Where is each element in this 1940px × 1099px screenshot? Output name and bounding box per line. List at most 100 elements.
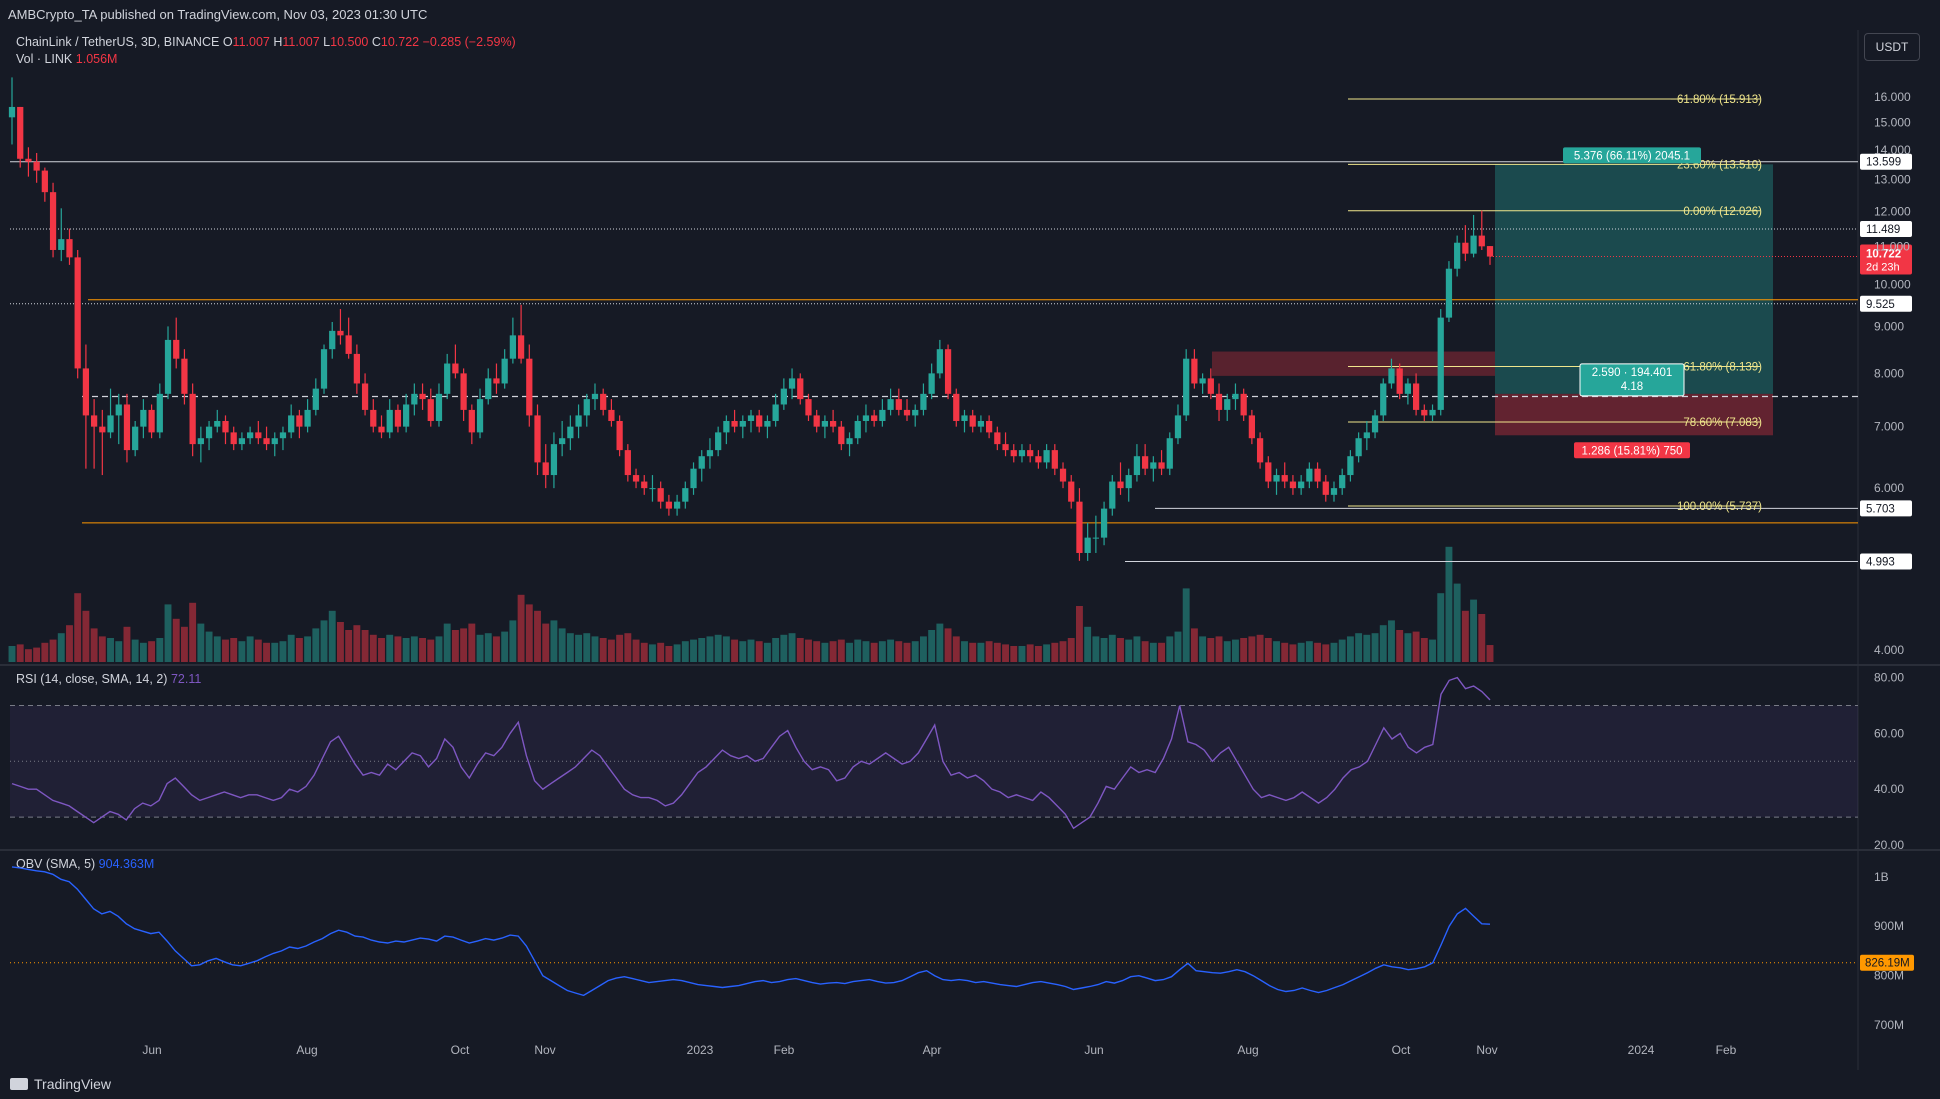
rsi-legend[interactable]: RSI (14, close, SMA, 14, 2) 72.11: [16, 672, 201, 686]
candle-body: [1429, 409, 1436, 416]
volume-bar: [1166, 636, 1174, 662]
volume-bar: [1379, 625, 1387, 662]
symbol-title[interactable]: ChainLink / TetherUS, 3D, BINANCE: [16, 35, 220, 49]
price-legend: ChainLink / TetherUS, 3D, BINANCE O11.00…: [16, 34, 516, 68]
candle-body: [821, 420, 829, 427]
close-value: 10.722: [380, 35, 420, 49]
volume-bar: [1075, 606, 1083, 662]
volume-label[interactable]: Vol · LINK: [16, 52, 73, 66]
candle-body: [887, 399, 894, 410]
volume-bar: [1133, 636, 1141, 662]
candle-body: [1347, 456, 1354, 476]
candle-body: [1092, 537, 1099, 539]
candle-body: [296, 415, 303, 427]
volume-bar: [993, 642, 1001, 662]
volume-bar: [558, 628, 566, 662]
volume-bar: [287, 634, 295, 662]
volume-bar: [780, 634, 788, 662]
volume-bar: [386, 634, 394, 662]
price-tick-label: 7.000: [1874, 420, 1904, 434]
candle-body: [107, 415, 114, 433]
candle-body: [58, 239, 65, 250]
fib-label: 78.60% (7.083): [1683, 417, 1762, 429]
candle-body: [468, 409, 475, 433]
volume-bar: [1281, 642, 1289, 662]
candle-body: [903, 409, 911, 416]
obv-legend[interactable]: OBV (SMA, 5) 904.363M: [16, 857, 154, 871]
stop-zone: [1495, 393, 1773, 436]
candle-body: [1339, 475, 1346, 489]
price-tick-label: 12.000: [1874, 205, 1911, 219]
candle-body: [715, 432, 722, 451]
volume-bar: [681, 641, 689, 662]
volume-bar: [172, 618, 180, 662]
entry-label-1: 2.590 · 194.401: [1592, 367, 1673, 379]
candle-body: [1421, 409, 1428, 416]
volume-bar: [1371, 633, 1379, 662]
candle-body: [312, 388, 319, 410]
time-tick-label: Oct: [1392, 1043, 1411, 1057]
candle-body: [17, 106, 24, 159]
time-tick-label: Nov: [534, 1043, 555, 1057]
candle-body: [575, 415, 582, 427]
candle-body: [616, 420, 623, 451]
tradingview-logo[interactable]: TradingView: [10, 1076, 111, 1092]
candle-body: [1068, 481, 1075, 502]
volume-bar: [1199, 636, 1207, 662]
rsi-line: [11, 676, 1491, 830]
volume-bar: [353, 625, 361, 662]
change-value: −0.285 (−2.59%): [422, 35, 516, 49]
volume-bar: [862, 641, 870, 662]
volume-bar: [328, 610, 336, 662]
candle-body: [1158, 462, 1165, 469]
chart-canvas[interactable]: 13.599 11.489 9.525 5.703 4.993 −61.80% (15.9…: [0, 0, 1940, 1070]
candle-body: [386, 409, 393, 433]
volume-bar: [952, 636, 960, 662]
candle-body: [361, 383, 369, 410]
currency-button[interactable]: USDT: [1864, 33, 1920, 61]
level-tag: [1860, 295, 1912, 312]
candle-body: [747, 415, 755, 421]
volume-bar: [517, 594, 525, 662]
volume-bar: [1273, 641, 1280, 662]
candle-body: [977, 420, 985, 427]
candle-body: [649, 488, 656, 490]
candle-body: [1363, 432, 1370, 439]
volume-bar: [1043, 644, 1051, 662]
candle-body: [1355, 438, 1362, 457]
volume-bar: [107, 638, 114, 662]
volume-bar: [402, 638, 410, 662]
candle-body: [1298, 481, 1305, 489]
price-tick-label: 16.000: [1874, 90, 1911, 104]
rsi-tick-label: 40.00: [1874, 782, 1904, 796]
candle-body: [255, 432, 262, 439]
candle-body: [526, 358, 533, 416]
volume-bar: [468, 623, 476, 662]
candle-body: [1388, 368, 1395, 384]
candle-body: [1076, 501, 1083, 553]
candle-body: [624, 450, 631, 476]
volume-bar: [49, 639, 57, 662]
candle-body: [706, 450, 714, 457]
rsi-tick-label: 20.00: [1874, 838, 1904, 852]
volume-bar: [657, 642, 665, 662]
candle-body: [1215, 393, 1223, 410]
volume-bar: [345, 630, 353, 662]
candle-body: [173, 339, 180, 359]
volume-bar: [1117, 638, 1124, 662]
entry-label-box: [1579, 363, 1685, 397]
candle-body: [632, 475, 640, 482]
volume-bar: [1453, 583, 1461, 662]
volume-bar: [189, 602, 197, 662]
target-label-box: [1563, 147, 1701, 164]
level-tag: [1860, 220, 1912, 237]
volume-bar: [369, 634, 377, 662]
candle-body: [1256, 438, 1264, 463]
candle-body: [304, 409, 311, 427]
candle-body: [82, 368, 90, 416]
volume-bar: [1149, 642, 1157, 662]
volume-bar: [90, 628, 98, 662]
volume-bar: [837, 639, 845, 662]
volume-bar: [985, 641, 993, 662]
candle-body: [559, 438, 566, 445]
